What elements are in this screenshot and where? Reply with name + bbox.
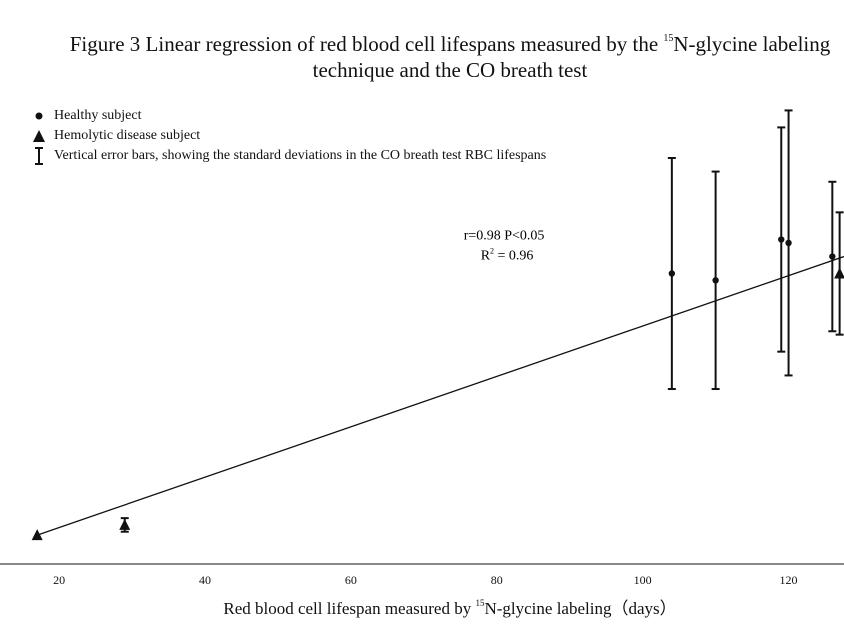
title-line-2: technique and the CO breath test (312, 58, 588, 82)
x-tick-label: 20 (53, 573, 65, 587)
legend-label: Vertical error bars, showing the standar… (54, 148, 547, 163)
hemolytic-point (834, 267, 844, 279)
triangle-icon (24, 129, 54, 143)
legend-item-healthy: Healthy subject (24, 106, 546, 126)
x-tick-label: 120 (780, 573, 798, 587)
x-tick-label: 60 (345, 573, 357, 587)
x-tick-label: 100 (634, 573, 652, 587)
healthy-point (712, 277, 719, 284)
title-superscript: 15 (663, 33, 674, 44)
r-squared-label: R2 = 0.96 (481, 247, 534, 264)
hemolytic-point (119, 518, 131, 530)
legend-label: Hemolytic disease subject (54, 128, 201, 143)
legend-item-error-bar: Vertical error bars, showing the standar… (24, 146, 546, 166)
regression-stats: r=0.98 P<0.05 (464, 229, 545, 244)
x-axis-label: Red blood cell lifespan measured by 15N-… (223, 598, 677, 618)
dot-icon (24, 111, 54, 121)
legend-item-hemolytic: Hemolytic disease subject (24, 126, 546, 146)
error-bar-icon (24, 146, 54, 166)
healthy-point (785, 239, 792, 247)
hemolytic-point (31, 529, 43, 541)
healthy-point (778, 236, 785, 243)
x-tick-label: 40 (199, 573, 211, 587)
x-tick-label: 80 (491, 573, 503, 587)
healthy-point (668, 270, 676, 277)
title-text-suffix: N-glycine labeling (673, 32, 831, 56)
legend: Healthy subject Hemolytic disease subjec… (24, 106, 546, 166)
regression-line (36, 255, 844, 536)
chart-title: Figure 3 Linear regression of red blood … (0, 26, 844, 83)
title-line-1: Figure 3 Linear regression of red blood … (0, 26, 844, 57)
legend-label: Healthy subject (54, 108, 142, 123)
healthy-point (829, 253, 836, 260)
title-text: Figure 3 Linear regression of red blood … (69, 32, 664, 56)
